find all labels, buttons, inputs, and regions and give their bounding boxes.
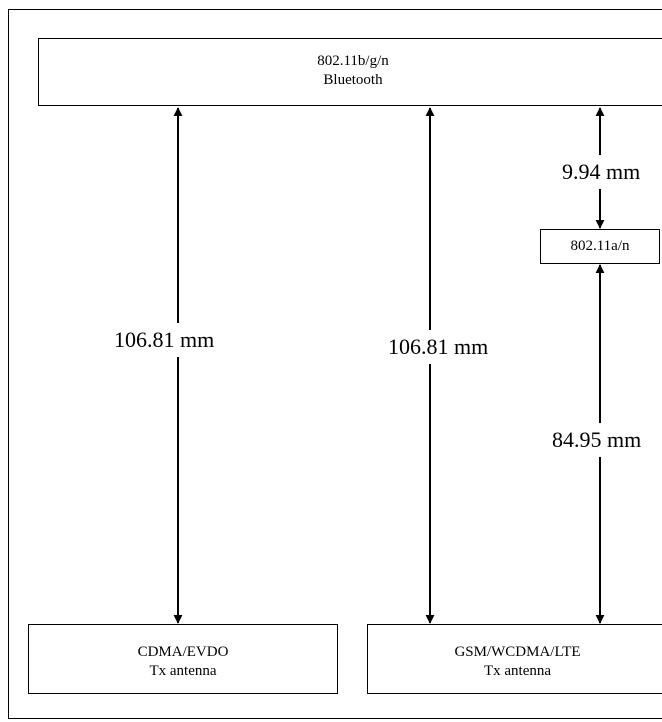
cdma-tx-antenna-label: Tx antenna xyxy=(149,663,217,679)
cdma-evdo-label: CDMA/EVDO xyxy=(137,644,229,660)
diagram-frame xyxy=(8,9,662,719)
wlan-bt-label: 802.11b/g/n xyxy=(317,53,389,69)
gsm-wcdma-lte-antenna-box: GSM/WCDMA/LTE Tx antenna xyxy=(367,624,662,694)
gsm-wcdma-lte-label: GSM/WCDMA/LTE xyxy=(454,644,581,660)
middle-distance-label: 106.81 mm xyxy=(384,330,493,364)
bluetooth-label: Bluetooth xyxy=(323,72,383,88)
gsm-tx-antenna-label: Tx antenna xyxy=(483,663,552,679)
wlan-bt-antenna-box: 802.11b/g/n Bluetooth xyxy=(38,38,662,106)
cdma-evdo-antenna-box: CDMA/EVDO Tx antenna xyxy=(28,624,338,694)
bottom-right-distance-label: 84.95 mm xyxy=(548,423,646,457)
wlan-5ghz-label: 802.11a/n xyxy=(570,238,630,254)
left-distance-label: 106.81 mm xyxy=(110,323,219,357)
wlan-5ghz-antenna-box: 802.11a/n xyxy=(540,229,660,264)
top-right-distance-label: 9.94 mm xyxy=(558,155,645,189)
